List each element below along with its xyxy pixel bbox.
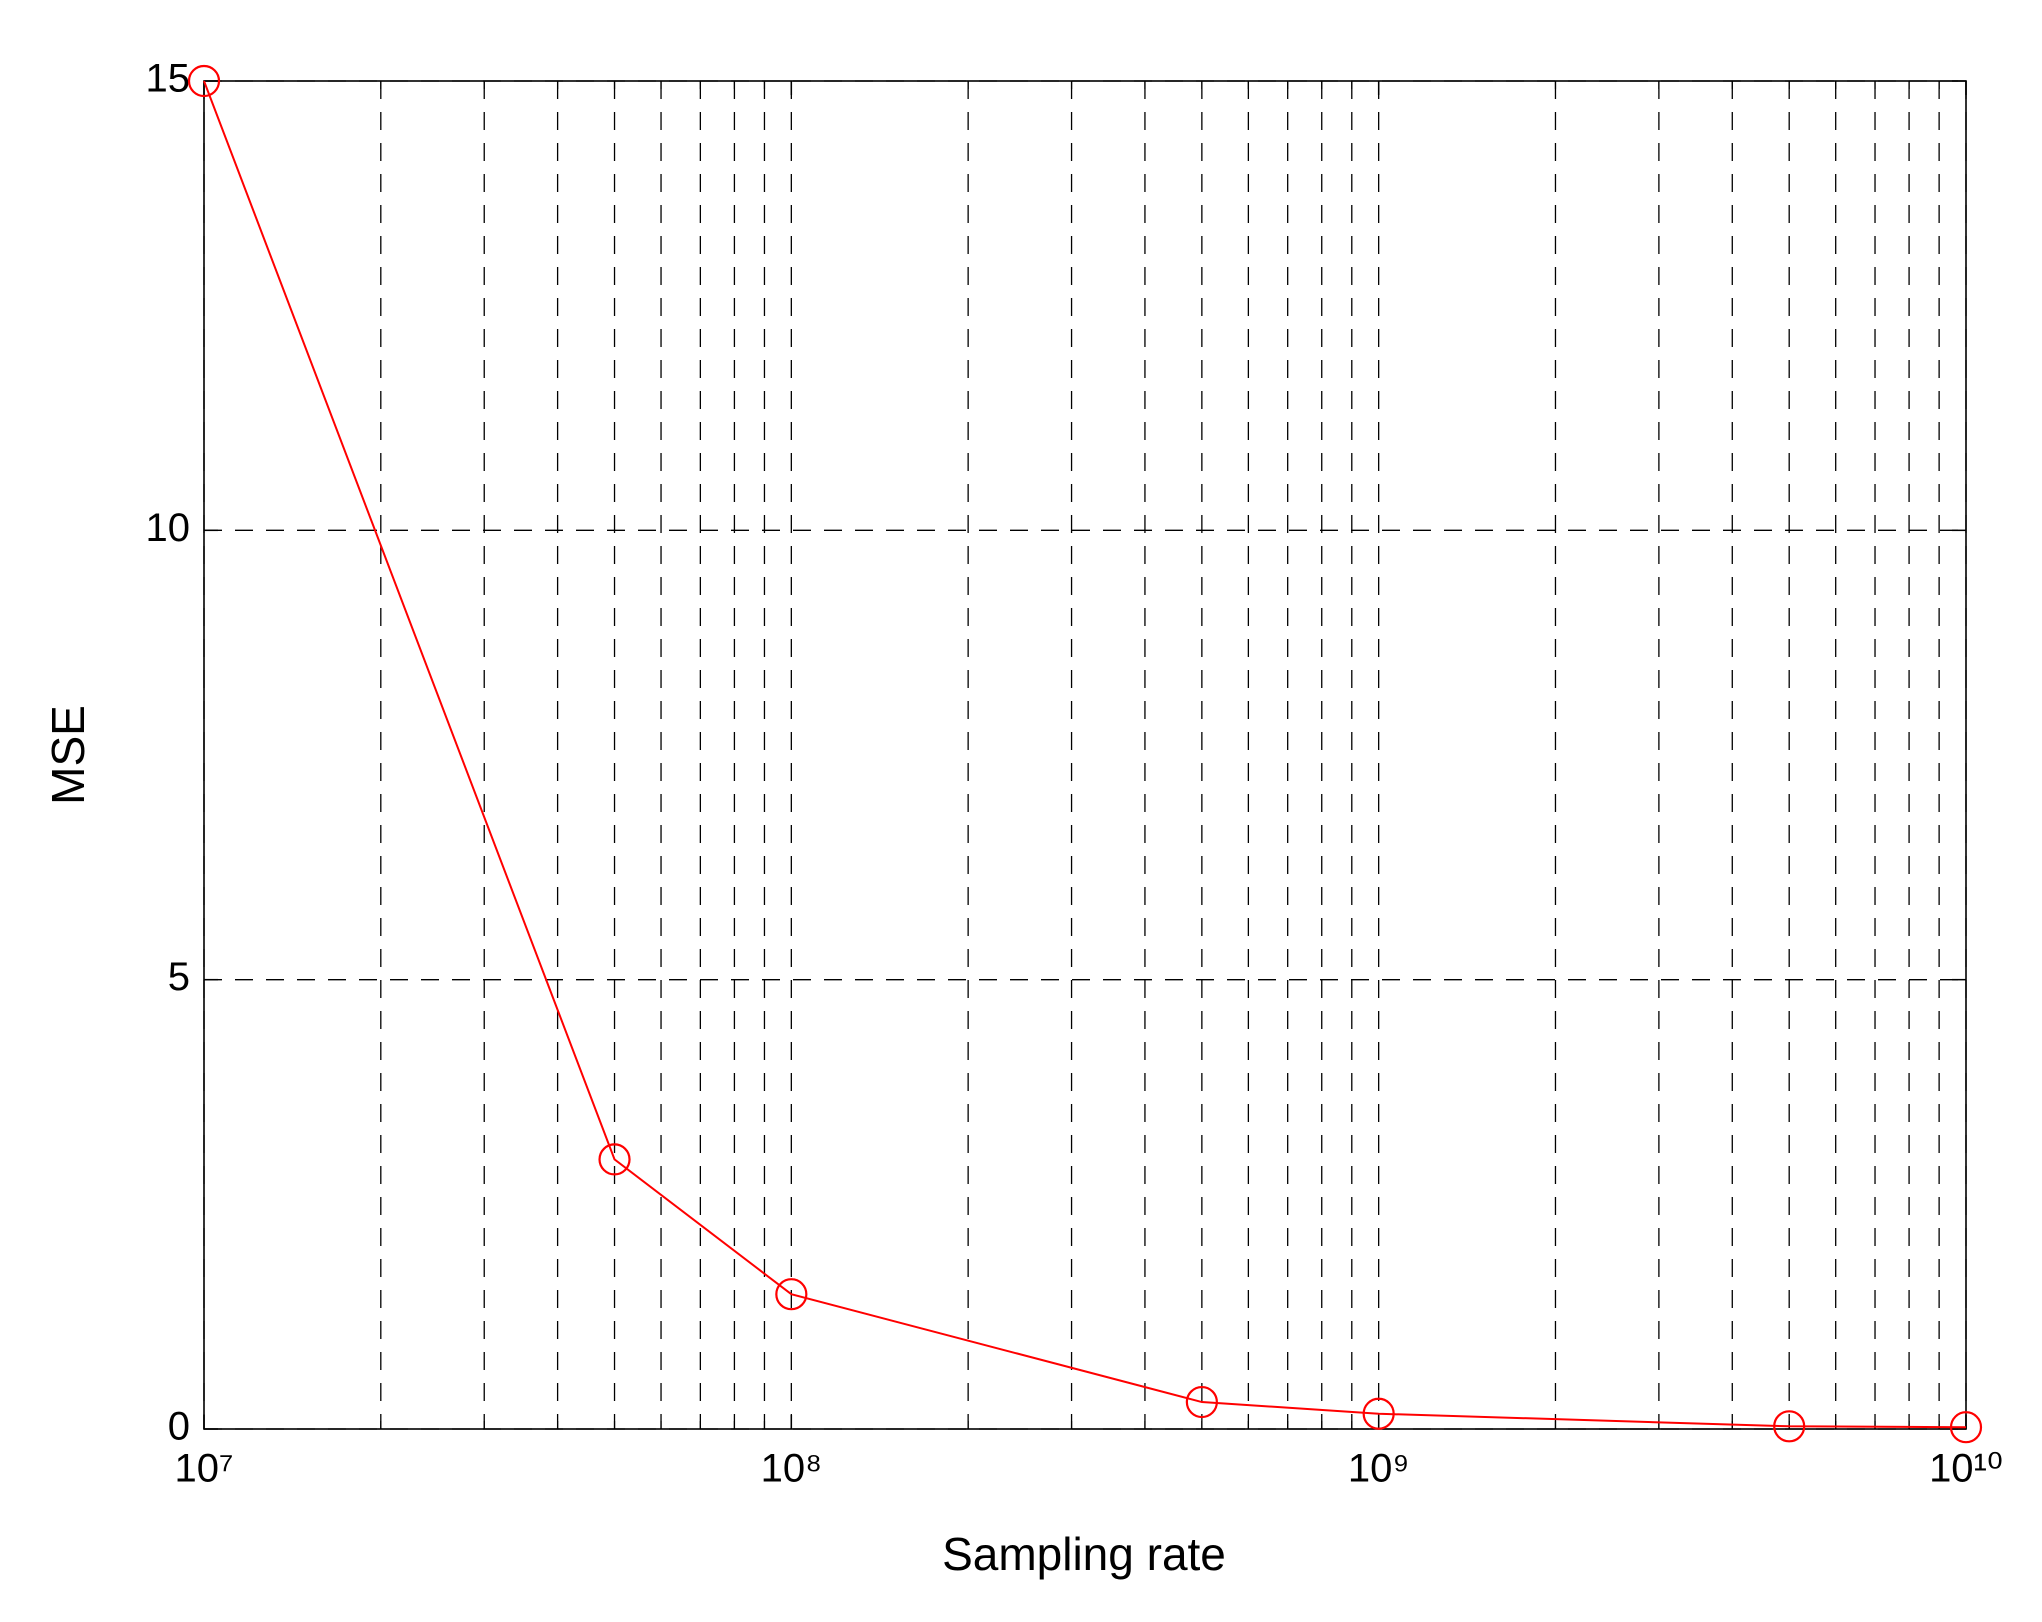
y-tick-label: 0 <box>168 1405 190 1449</box>
data-line <box>203 80 1967 1429</box>
x-tick-label: 10⁸ <box>761 1447 822 1491</box>
x-tick-label: 10⁷ <box>175 1447 234 1491</box>
data-point <box>1949 1411 1983 1444</box>
data-point <box>775 1278 808 1311</box>
x-axis-label: Sampling rate <box>942 1528 1226 1580</box>
y-tick-label: 5 <box>168 955 190 999</box>
data-point <box>1185 1385 1218 1419</box>
y-tick-label: 15 <box>146 57 191 101</box>
plot-frame <box>203 80 1967 1430</box>
x-tick-label: 10¹⁰ <box>1929 1447 2003 1491</box>
y-tick-label: 10 <box>146 506 191 550</box>
data-point <box>1362 1397 1395 1430</box>
data-point <box>598 1143 631 1176</box>
x-tick-label: 10⁹ <box>1348 1447 1410 1491</box>
data-point <box>1773 1410 1806 1443</box>
y-axis-label: MSE <box>42 705 94 805</box>
data-point <box>187 64 221 98</box>
